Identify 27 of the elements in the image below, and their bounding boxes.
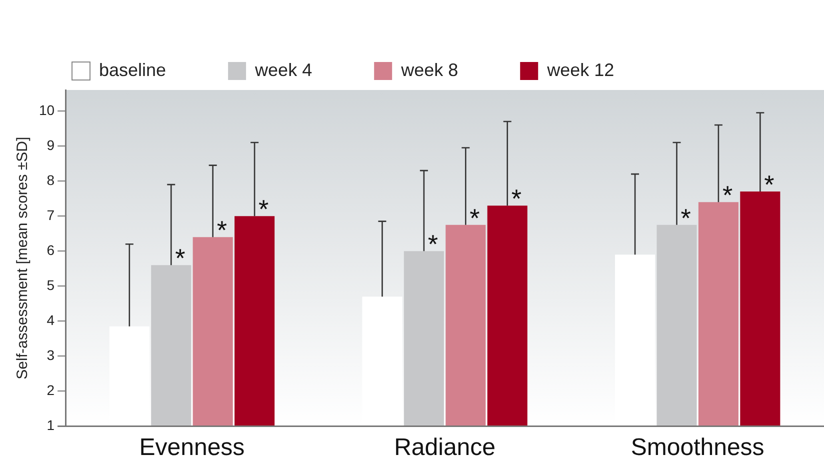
data-label: *: [175, 243, 186, 274]
legend-label: week 4: [254, 60, 312, 80]
y-tick-label: 8: [46, 172, 55, 188]
data-label: *: [216, 215, 227, 246]
data-label: *: [764, 170, 774, 200]
x-tick-label: Smoothness: [630, 434, 764, 462]
x-tick-label: Evenness: [139, 434, 245, 462]
data-label: *: [511, 184, 522, 214]
data-label: *: [722, 180, 733, 210]
data-label: *: [428, 229, 438, 260]
y-tick-label: 10: [38, 102, 55, 118]
y-tick-label: 9: [46, 136, 55, 153]
y-tick-label: 6: [46, 242, 55, 258]
data-label: *: [680, 202, 691, 233]
x-tick-label: Radiance: [394, 434, 496, 462]
y-tick-label: 3: [46, 347, 55, 364]
y-tick-label: 1: [46, 417, 55, 434]
legend-label: week 12: [546, 60, 614, 80]
y-tick-label: 2: [46, 382, 55, 398]
y-axis-title: Self-assessment [mean scores ±SD]: [14, 136, 32, 380]
y-tick-label: 4: [46, 312, 55, 328]
data-label: *: [470, 202, 480, 233]
y-tick-label: 5: [46, 276, 55, 293]
legend-label: week 8: [400, 60, 458, 80]
y-tick-label: 7: [46, 206, 55, 223]
data-label: *: [258, 194, 269, 224]
legend-label: baseline: [99, 60, 166, 80]
